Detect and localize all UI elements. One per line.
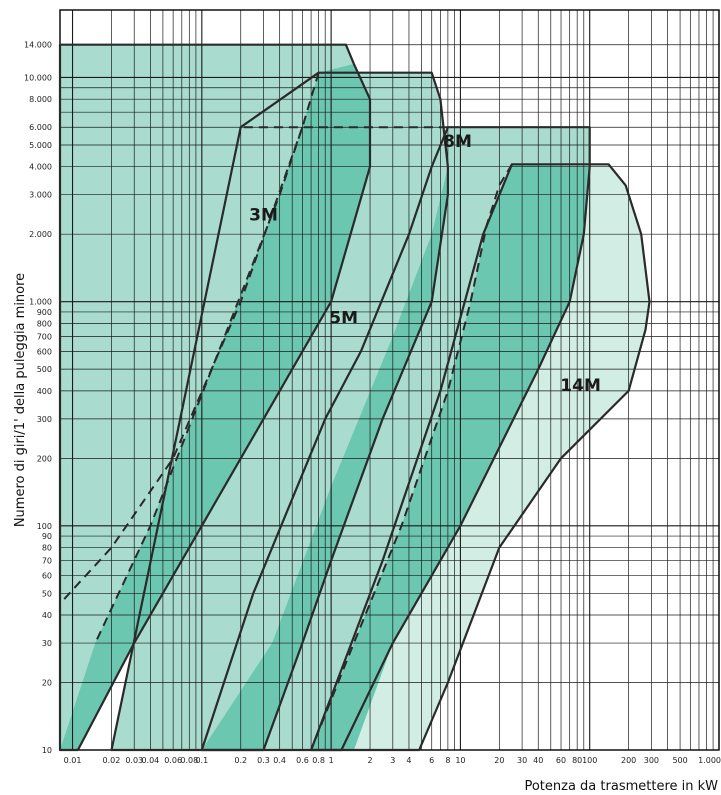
y-tick-label: 100: [37, 522, 52, 531]
region-label-3m: 3M: [249, 206, 278, 226]
y-tick-label: 20: [42, 679, 52, 688]
x-tick-label: 100: [582, 756, 597, 765]
x-tick-label: 30: [517, 756, 527, 765]
x-tick-label: 1.000: [698, 756, 721, 765]
y-tick-label: 3.000: [29, 191, 52, 200]
y-tick-label: 6.000: [29, 123, 52, 132]
y-tick-label: 2.000: [29, 230, 52, 239]
dashed-limit-3m: [59, 126, 304, 605]
region-label-14m: 14M: [560, 376, 601, 396]
x-tick-label: 3: [390, 756, 395, 765]
region-label-5m: 5M: [329, 308, 358, 328]
dashed-limit-14m: [310, 163, 513, 751]
chart-region-labels: 14M 8M 5M 3M: [249, 132, 601, 396]
x-tick-label: 0.06: [164, 756, 182, 765]
x-tick-label: 0.03: [125, 756, 143, 765]
y-tick-label: 400: [37, 387, 52, 396]
y-tick-label: 500: [37, 365, 52, 374]
dashed-limit-5m: [94, 72, 320, 644]
x-tick-label: 200: [621, 756, 636, 765]
x-tick-label: 0.01: [64, 756, 82, 765]
y-tick-label: 900: [37, 308, 52, 317]
y-tick-label: 80: [42, 544, 52, 553]
y-tick-label: 1.000: [29, 298, 52, 307]
x-tick-label: 0.4: [273, 756, 286, 765]
y-axis-title: Numero di giri/1' della puleggia minore: [13, 273, 28, 527]
x-tick-label: 0.2: [234, 756, 247, 765]
y-tick-label: 30: [42, 639, 52, 648]
x-tick-label: 500: [672, 756, 687, 765]
x-tick-label: 40: [533, 756, 543, 765]
x-tick-label: 0.6: [296, 756, 309, 765]
y-tick-label: 70: [42, 557, 52, 566]
y-tick-label: 4.000: [29, 163, 52, 172]
y-tick-label: 40: [42, 611, 52, 620]
y-tick-label: 10: [42, 746, 52, 755]
x-tick-label: 0.08: [180, 756, 198, 765]
y-tick-label: 90: [42, 532, 52, 541]
outline-3m: [58, 43, 372, 752]
x-tick-label: 2: [367, 756, 372, 765]
region-label-8m: 8M: [443, 132, 472, 152]
y-tick-label: 8.000: [29, 95, 52, 104]
x-tick-label: 20: [494, 756, 504, 765]
y-tick-label: 200: [37, 454, 52, 463]
outline-5m: [110, 71, 449, 752]
x-tick-label: 10: [455, 756, 465, 765]
x-tick-label: 1: [329, 756, 334, 765]
x-tick-label: 6: [429, 756, 434, 765]
x-tick-label: 60: [556, 756, 566, 765]
y-tick-label: 14.000: [24, 41, 52, 50]
x-tick-label: 0.8: [312, 756, 325, 765]
x-tick-label: 0.04: [141, 756, 159, 765]
x-tick-label: 300: [644, 756, 659, 765]
y-tick-label: 700: [37, 332, 52, 341]
y-tick-label: 60: [42, 572, 52, 581]
outline-8m: [200, 126, 591, 752]
x-tick-label: 0.02: [103, 756, 121, 765]
x-axis-ticks: 0.01 0.02 0.030.04 0.060.080.1 0.2 0.3 0.4 0.6 0…: [64, 756, 721, 765]
chart-outlines: [58, 43, 651, 752]
y-tick-label: 800: [37, 319, 52, 328]
outline-14m: [310, 163, 651, 752]
dark-band-8m: [311, 164, 590, 751]
y-tick-label: 10.000: [24, 73, 52, 82]
x-tick-label: 0.1: [195, 756, 208, 765]
x-tick-label: 8: [445, 756, 450, 765]
y-tick-label: 5.000: [29, 141, 52, 150]
y-tick-label: 50: [42, 589, 52, 598]
y-tick-label: 600: [37, 347, 52, 356]
x-tick-label: 80: [572, 756, 582, 765]
x-tick-label: 0.3: [257, 756, 270, 765]
y-tick-label: 300: [37, 415, 52, 424]
x-axis-title: Potenza da trasmettere in kW: [524, 779, 718, 794]
x-tick-label: 4: [406, 756, 411, 765]
